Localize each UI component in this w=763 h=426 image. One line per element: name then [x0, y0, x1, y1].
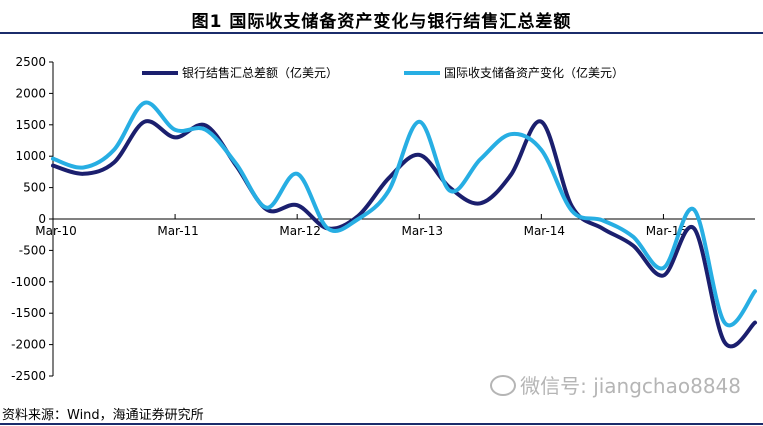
chart-title: 图1 国际收支储备资产变化与银行结售汇总差额: [191, 12, 572, 32]
watermark: 微信号: jiangchao8848: [490, 370, 741, 399]
x-tick-label: Mar-11: [157, 224, 198, 238]
y-tick-label: -500: [19, 243, 46, 257]
x-axis-ticks: Mar-10 Mar-11 Mar-12 Mar-13 Mar-14 Mar-15: [35, 214, 687, 238]
watermark-text: 微信号: jiangchao8848: [520, 374, 741, 398]
y-tick-label: 0: [38, 212, 46, 226]
y-tick-label: 1000: [15, 149, 46, 163]
x-tick-label: Mar-10: [35, 224, 76, 238]
series-line-reserve-change: [51, 100, 757, 328]
bottom-rule: [0, 423, 763, 425]
y-tick-label: 1500: [15, 118, 46, 132]
legend-label: 银行结售汇总差额（亿美元）: [182, 65, 338, 80]
x-tick-label: Mar-14: [524, 224, 565, 238]
y-tick-label: 500: [23, 181, 46, 195]
chart-legend: 银行结售汇总差额（亿美元） 国际收支储备资产变化（亿美元）: [142, 65, 624, 80]
chart-lines: [51, 100, 757, 349]
y-tick-label: 2000: [15, 86, 46, 100]
y-tick-label: 2500: [15, 55, 46, 69]
y-tick-label: -2000: [11, 338, 46, 352]
x-tick-label: Mar-12: [279, 224, 320, 238]
x-tick-label: Mar-13: [402, 224, 443, 238]
wechat-icon: [490, 375, 517, 396]
source-note: 资料来源：Wind，海通证券研究所: [2, 408, 204, 423]
y-axis-ticks: 2500 2000 1500 1000 500 0 -500 -1000 -1500 -2000 -…: [11, 55, 53, 383]
title-bar: 图1 国际收支储备资产变化与银行结售汇总差额: [0, 0, 763, 34]
y-tick-label: -2500: [11, 369, 46, 383]
line-chart: 2500 2000 1500 1000 500 0 -500 -1000 -1500 -2000 -…: [11, 55, 757, 383]
legend-label: 国际收支储备资产变化（亿美元）: [444, 65, 624, 80]
y-tick-label: -1500: [11, 306, 46, 320]
y-tick-label: -1000: [11, 275, 46, 289]
series-line-fx-settlement: [51, 119, 757, 349]
